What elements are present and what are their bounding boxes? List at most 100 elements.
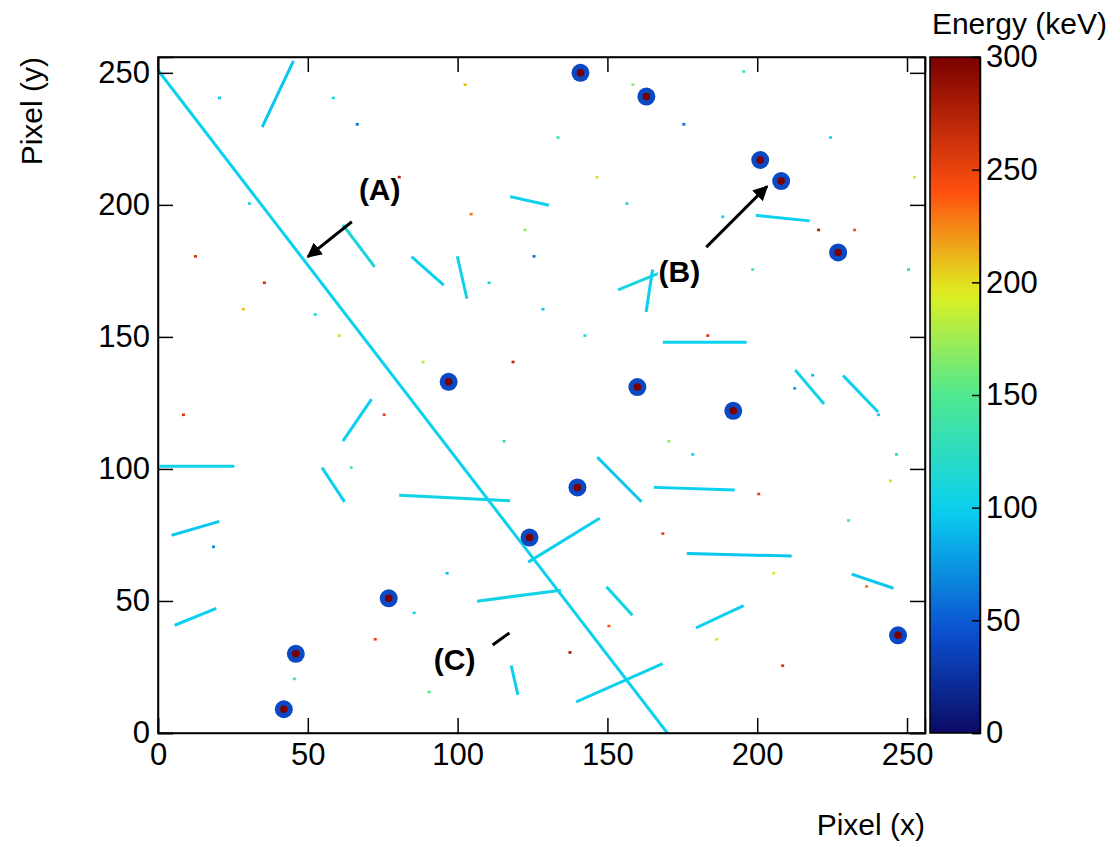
y-axis-right-tick <box>910 205 925 206</box>
cluster <box>568 478 586 496</box>
hit-pixel <box>568 651 571 654</box>
cluster-core <box>577 69 585 77</box>
track <box>458 258 467 298</box>
cluster-halo <box>287 645 305 663</box>
plot-area <box>158 62 916 733</box>
colorbar-axis-tick-mark <box>972 620 980 622</box>
cluster-core <box>526 534 534 542</box>
cluster-core <box>894 632 902 640</box>
y-axis-tick-label: 50 <box>116 583 150 618</box>
hit-pixel <box>413 612 416 615</box>
chart: 050100150200250050100150200250Pixel (x)P… <box>0 0 1115 850</box>
hit-pixel <box>218 97 221 100</box>
hit-pixel <box>781 664 784 667</box>
cluster-halo <box>568 478 586 496</box>
cluster-core <box>292 650 300 658</box>
cluster-halo <box>380 589 398 607</box>
cluster-core <box>385 595 393 603</box>
x-axis-top-tick <box>458 57 459 72</box>
x-axis-title: Pixel (x) <box>817 808 925 841</box>
hit-pixel <box>583 334 586 337</box>
hit-pixel <box>332 97 335 100</box>
x-axis-tick-mark <box>607 718 609 733</box>
hit-pixel <box>865 585 868 588</box>
x-axis-line <box>159 718 926 734</box>
colorbar-axis-tick-mark <box>972 507 980 509</box>
x-axis-top-line <box>159 58 926 73</box>
hit-pixel <box>913 176 916 179</box>
track <box>344 226 374 266</box>
track <box>530 519 599 561</box>
hit-pixel <box>524 229 527 232</box>
hit-pixel <box>595 176 598 179</box>
hit-pixel <box>757 493 760 496</box>
x-axis-tick-mark <box>757 718 759 733</box>
hit-pixel <box>428 691 431 694</box>
hit-pixel <box>446 572 449 575</box>
track <box>607 588 631 614</box>
hit-pixel <box>182 413 185 416</box>
hit-pixel <box>817 229 820 232</box>
hit-pixel <box>661 532 664 535</box>
hit-pixel <box>895 453 898 456</box>
annotation-label: (C) <box>434 643 476 676</box>
colorbar-axis-tick-label: 100 <box>986 490 1038 525</box>
hit-pixel <box>742 70 745 73</box>
cluster-halo <box>628 378 646 396</box>
colorbar-axis-tick: 300 <box>972 39 1038 74</box>
x-axis-tick: 200 <box>732 718 784 772</box>
cluster-core <box>834 249 842 257</box>
cluster-halo <box>521 529 539 547</box>
cluster <box>521 529 539 547</box>
cluster <box>829 243 847 261</box>
hit-pixel <box>293 678 296 681</box>
cluster-halo <box>637 88 655 106</box>
y-axis-right-tick-mark <box>910 469 925 471</box>
x-axis-top-tick-mark <box>308 57 310 72</box>
track <box>796 371 823 403</box>
hit-pixel <box>607 625 610 628</box>
cluster-halo <box>751 151 769 169</box>
y-axis-right-tick-mark <box>910 337 925 339</box>
y-axis-tick-mark <box>158 601 173 603</box>
track <box>263 62 293 125</box>
plot-frame <box>158 57 925 733</box>
cluster-halo <box>275 700 293 718</box>
y-axis-tick-label: 150 <box>98 319 150 354</box>
hit-pixel <box>263 281 266 284</box>
hit-pixel <box>542 308 545 311</box>
y-axis-tick: 50 <box>116 583 173 618</box>
track <box>323 469 344 501</box>
hit-pixel <box>248 202 251 205</box>
hit-pixel <box>533 255 536 258</box>
x-axis-tick-label: 200 <box>732 737 784 772</box>
y-axis-right-tick <box>910 733 925 734</box>
y-axis-tick: 250 <box>98 55 173 90</box>
hit-pixel <box>847 519 850 522</box>
x-axis-tick-label: 50 <box>291 737 325 772</box>
colorbar-axis-tick: 200 <box>972 265 1038 300</box>
cluster <box>772 172 790 190</box>
track <box>757 215 808 220</box>
annotation-label: (B) <box>658 255 700 288</box>
x-axis-tick: 150 <box>582 718 634 772</box>
cluster-halo <box>724 402 742 420</box>
x-axis-top-tick <box>607 57 608 72</box>
cluster <box>287 645 305 663</box>
hit-pixel <box>512 361 515 364</box>
cluster-core <box>634 383 642 391</box>
plot-background <box>158 57 925 733</box>
colorbar-axis-tick: 0 <box>972 715 1003 750</box>
y-axis-right-tick-mark <box>910 733 925 735</box>
x-axis-top-tick <box>308 57 309 72</box>
hit-pixel <box>772 572 775 575</box>
colorbar-axis-tick: 150 <box>972 377 1038 412</box>
x-axis-top-tick-mark <box>757 57 759 72</box>
hit-pixel <box>715 638 718 641</box>
y-axis-line <box>159 58 174 734</box>
cluster-halo <box>440 373 458 391</box>
x-axis-top <box>159 57 926 72</box>
cluster-halo <box>571 64 589 82</box>
hit-pixel <box>503 440 506 443</box>
cluster-core <box>643 93 651 101</box>
